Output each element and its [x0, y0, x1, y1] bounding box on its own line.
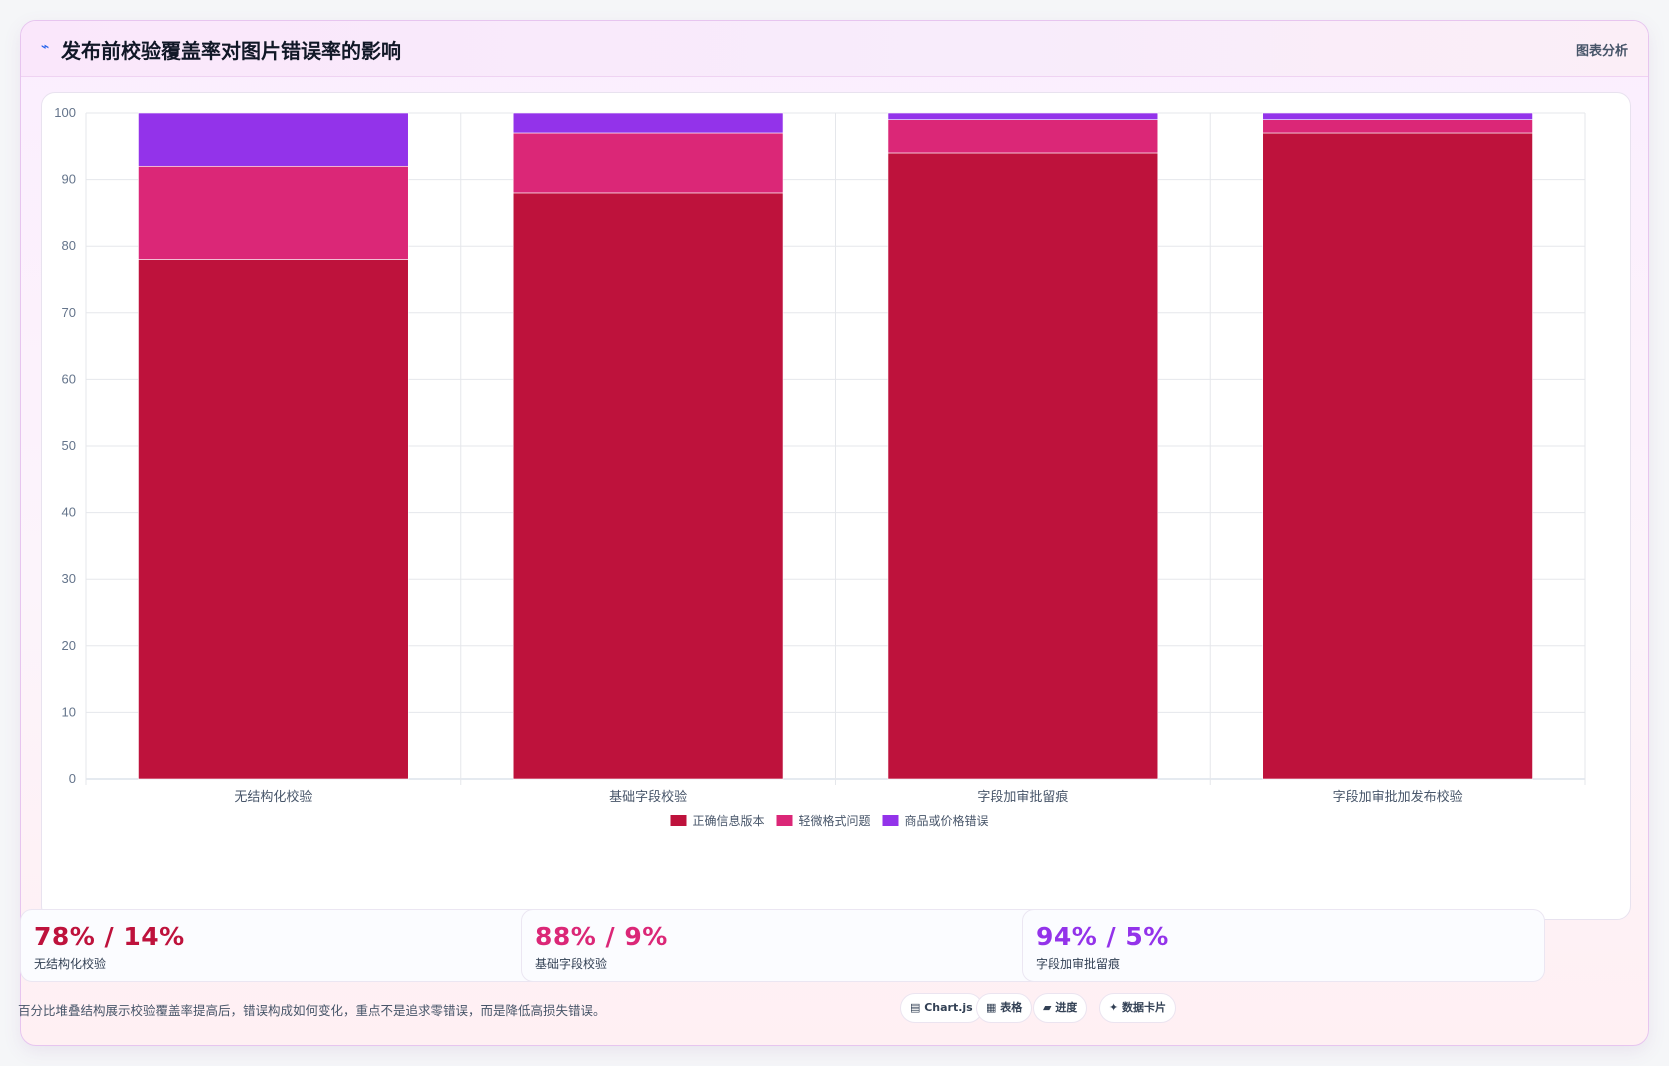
y-tick-label: 30	[62, 571, 76, 586]
bar-segment	[887, 119, 1159, 154]
bar-segment	[887, 112, 1159, 120]
bar-segment	[1262, 112, 1533, 120]
bar-segment	[512, 132, 784, 194]
stat-value: 88% / 9%	[535, 922, 668, 951]
page-title: 发布前校验覆盖率对图片错误率的影响	[61, 39, 401, 63]
stat-label: 字段加审批留痕	[1036, 957, 1121, 971]
bar-segment	[1262, 132, 1533, 780]
stat-label: 基础字段校验	[535, 957, 608, 971]
stacked-bar-chart: 0 10 20 30 40 50 60 70 80 90 100 无结构化校验 基础字段校验 字段加审批留…	[54, 105, 1586, 828]
x-tick-label: 字段加审批加发布校验	[1333, 789, 1463, 805]
y-tick-label: 60	[62, 371, 76, 386]
stat-value: 78% / 14%	[34, 922, 185, 951]
y-tick-label: 70	[62, 305, 76, 320]
stat-cards: 78% / 14% 无结构化校验 88% / 9% 基础字段校验 94% / 5…	[20, 909, 1610, 982]
legend-label: 正确信息版本	[693, 813, 765, 828]
stat-card: 94% / 5% 字段加审批留痕	[1022, 909, 1545, 982]
y-tick-label: 10	[62, 704, 76, 719]
y-tick-label: 80	[62, 238, 76, 253]
y-tick-label: 0	[69, 771, 76, 786]
header-tag: 图表分析	[1575, 44, 1628, 59]
bar-segment	[887, 152, 1159, 780]
x-tick-label: 基础字段校验	[609, 789, 687, 805]
y-tick-label: 100	[54, 105, 76, 120]
data-card-chip[interactable]: ✦ 数据卡片	[1099, 993, 1177, 1023]
stat-card: 88% / 9% 基础字段校验	[521, 909, 1044, 982]
bar-segment	[138, 112, 409, 167]
y-tick-label: 90	[62, 172, 76, 187]
bar-segment	[512, 112, 784, 134]
y-tick-label: 40	[62, 505, 76, 520]
stat-card: 78% / 14% 无结构化校验	[20, 909, 543, 982]
x-tick-label: 无结构化校验	[234, 789, 312, 805]
chart-footnote: 百分比堆叠结构展示校验覆盖率提高后，错误构成如何变化，重点不是追求零错误，而是降…	[18, 1003, 606, 1018]
analysis-card: ⌁ 发布前校验覆盖率对图片错误率的影响 图表分析 0 10 20 30 40 50 60 70…	[20, 20, 1649, 1046]
legend-swatch	[776, 815, 793, 826]
x-tick-label: 字段加审批留痕	[977, 789, 1068, 805]
bar-segment	[1262, 119, 1533, 134]
y-tick-label: 50	[62, 438, 76, 453]
chartjs-chip[interactable]: ▤ Chart.js	[900, 993, 983, 1023]
card-header: ⌁ 发布前校验覆盖率对图片错误率的影响 图表分析	[21, 21, 1648, 77]
table-chip[interactable]: ▦ 表格	[976, 993, 1033, 1023]
stat-label: 无结构化校验	[34, 957, 107, 971]
legend-label: 商品或价格错误	[905, 813, 989, 828]
legend-swatch	[670, 815, 687, 826]
progress-chip[interactable]: ▰ 进度	[1033, 993, 1088, 1023]
bar-segment	[138, 165, 409, 260]
bar-segment	[512, 192, 784, 780]
y-tick-label: 20	[62, 638, 76, 653]
bar-segment	[138, 259, 409, 780]
chart-panel: 0 10 20 30 40 50 60 70 80 90 100 无结构化校验 基础字段校验 字段加审批留…	[41, 92, 1631, 920]
chart-trend-icon: ⌁	[41, 39, 50, 55]
legend-label: 轻微格式问题	[799, 813, 871, 828]
legend-swatch	[882, 815, 899, 826]
stat-value: 94% / 5%	[1036, 922, 1169, 951]
